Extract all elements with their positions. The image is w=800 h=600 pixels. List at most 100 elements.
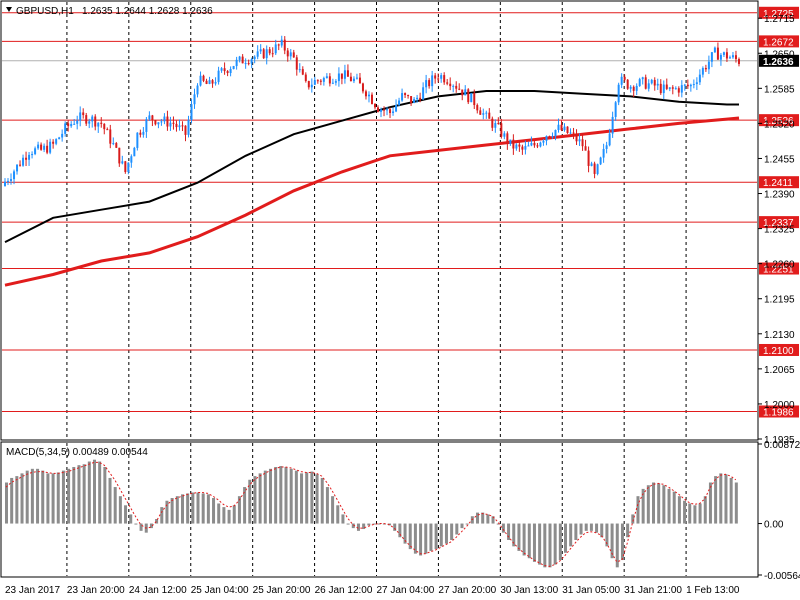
candle-body (551, 136, 554, 138)
horizontal-levels: 1.2725 1.2672 1.2526 1.2411 1.2337 1.2251 1.21… (2, 6, 799, 418)
y-tick-label: 1.2260 (764, 260, 795, 271)
price-level-label: 1.1986 (763, 407, 794, 418)
macd-histogram-bar (20, 473, 24, 524)
macd-histogram-bar (341, 514, 345, 524)
candle-body (163, 116, 166, 122)
candle-body (361, 83, 364, 92)
candle-body (422, 87, 425, 100)
price-level-tag (759, 114, 799, 127)
macd-histogram-bar (284, 466, 288, 524)
ohlc-label: 1.2635 1.2644 1.2628 1.2636 (82, 6, 213, 17)
candle-body (662, 84, 665, 94)
macd-histogram-bar (719, 473, 723, 524)
macd-histogram-bar (667, 488, 671, 524)
macd-histogram-bar (465, 523, 469, 525)
candle-body (241, 56, 244, 64)
y-tick-label: 1.2000 (764, 400, 795, 411)
macd-histogram-bar (527, 523, 531, 559)
candle-body (461, 89, 464, 96)
candle-body (527, 145, 530, 147)
price-axis: 1.2715 1.2650 1.2585 1.2520 1.2455 1.2390 1.23… (758, 14, 795, 446)
macd-histogram-bar (631, 514, 635, 524)
macd-histogram-bar (507, 523, 511, 540)
candle-body (328, 76, 331, 84)
macd-histogram-bar (336, 505, 340, 524)
candle-body (304, 74, 307, 82)
macd-histogram-bar (683, 500, 687, 524)
macd-histogram-bar (82, 464, 86, 524)
candlesticks (4, 35, 740, 187)
candle-body (136, 132, 139, 148)
candle-body (106, 129, 109, 131)
macd-histogram-bar (134, 523, 138, 525)
macd-histogram-bar (688, 503, 692, 524)
candle-body (256, 51, 259, 57)
candle-body (73, 123, 76, 125)
macd-histogram-bar (294, 470, 298, 524)
macd-histogram-bar (139, 523, 143, 531)
candle-body (401, 93, 404, 101)
macd-histogram-bar (543, 523, 547, 568)
candle-body (395, 104, 398, 112)
candle-body (346, 70, 349, 77)
candle-body (178, 125, 181, 128)
macd-histogram-bar (175, 496, 179, 524)
macd-histogram-bar (641, 488, 645, 524)
macd-histogram-bar (522, 523, 526, 556)
candle-body (46, 145, 49, 153)
price-level-tag (759, 176, 799, 189)
macd-histogram-bar (610, 523, 614, 559)
candle-body (175, 123, 178, 128)
macd-histogram-bar (212, 498, 216, 524)
candle-body (398, 100, 401, 105)
macd-histogram-bar (346, 523, 350, 525)
macd-histogram-bar (191, 492, 195, 524)
candle-body (154, 120, 157, 125)
candle-body (13, 171, 16, 180)
candle-body (166, 116, 169, 127)
macd-histogram-bar (714, 476, 718, 524)
y-tick-label: 1.2585 (764, 84, 795, 95)
macd-histogram-bar (620, 523, 624, 561)
candle-body (608, 133, 611, 146)
candle-body (364, 91, 367, 97)
candle-body (271, 53, 274, 55)
macd-histogram-bar (403, 523, 407, 544)
macd-histogram-bar (5, 482, 8, 524)
macd-histogram-bar (589, 523, 593, 531)
macd-histogram-bar (605, 523, 609, 547)
macd-histogram-bar (481, 512, 485, 524)
candle-body (190, 104, 193, 121)
candle-body (593, 163, 596, 174)
macd-histogram-bar (201, 493, 205, 524)
candle-body (632, 86, 635, 91)
macd-histogram-bar (491, 516, 495, 524)
candle-body (380, 109, 383, 112)
macd-histogram-bar (227, 509, 231, 524)
price-level-label: 1.2337 (763, 218, 794, 229)
macd-histogram-bar (129, 514, 133, 524)
macd-tick-label: -0.00564 (764, 571, 800, 582)
candle-body (503, 133, 506, 137)
candle-body (334, 81, 337, 83)
price-level-label: 1.2100 (763, 346, 794, 357)
x-tick-label: 26 Jan 12:00 (315, 585, 373, 596)
candle-body (199, 75, 202, 86)
macd-histogram-bar (325, 487, 329, 524)
x-tick-label: 23 Jan 20:00 (67, 585, 125, 596)
candle-body (443, 75, 446, 83)
triangle-down-icon[interactable] (6, 7, 12, 12)
macd-histogram-bar (439, 523, 443, 547)
macd-histogram-bar (36, 468, 40, 524)
time-axis: 23 Jan 2017 23 Jan 20:00 24 Jan 12:00 25 Ja… (5, 585, 740, 596)
macd-histogram-bar (532, 523, 536, 562)
macd-histogram-bar (56, 472, 60, 524)
candle-body (88, 121, 91, 124)
macd-signal-line (5, 461, 737, 567)
candle-body (151, 115, 154, 121)
candle-body (674, 88, 677, 90)
macd-histogram-bar (310, 471, 314, 524)
macd-histogram-bar (253, 476, 257, 524)
candle-body (386, 109, 389, 111)
